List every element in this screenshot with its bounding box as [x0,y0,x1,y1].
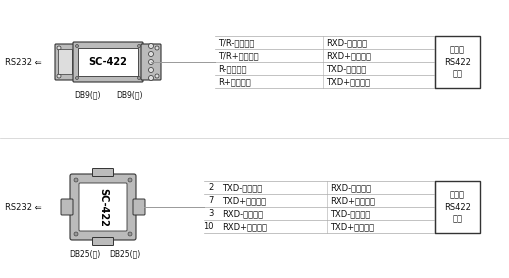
Circle shape [137,44,140,48]
Text: 10: 10 [203,222,214,231]
Text: RXD+（接收）: RXD+（接收） [329,196,374,205]
FancyBboxPatch shape [70,174,136,240]
Text: 设备的
RS422
接口: 设备的 RS422 接口 [443,191,470,223]
Text: T/R-（发送）: T/R-（发送） [217,38,254,47]
Circle shape [155,74,159,78]
Circle shape [74,232,78,236]
Text: R+（接收）: R+（接收） [217,77,250,86]
Text: 3: 3 [208,209,214,218]
FancyBboxPatch shape [78,48,138,76]
FancyBboxPatch shape [73,42,143,82]
Circle shape [148,43,153,48]
Text: TXD+（发送）: TXD+（发送） [329,222,374,231]
Circle shape [137,76,140,80]
FancyBboxPatch shape [92,237,114,245]
Text: T/R+（发送）: T/R+（发送） [217,51,258,60]
Circle shape [155,46,159,50]
FancyBboxPatch shape [133,199,145,215]
Text: RXD-（接收）: RXD-（接收） [329,183,371,192]
Circle shape [57,46,61,50]
Circle shape [148,59,153,64]
Text: RXD-（接收）: RXD-（接收） [325,38,366,47]
Text: RS232 ⇐: RS232 ⇐ [5,58,42,66]
Text: R-（接收）: R-（接收） [217,64,246,73]
Text: RXD+（接收）: RXD+（接收） [325,51,370,60]
FancyBboxPatch shape [59,49,72,75]
Text: DB25(针): DB25(针) [109,249,140,258]
Bar [434,36,479,88]
Text: 设备的
RS422
接口: 设备的 RS422 接口 [443,46,470,78]
Circle shape [128,178,132,182]
Text: 2: 2 [208,183,214,192]
Circle shape [148,76,153,81]
Text: 7: 7 [208,196,214,205]
Text: DB25(孔): DB25(孔) [69,249,100,258]
Text: TXD-（发送）: TXD-（发送） [325,64,365,73]
Text: TXD+（发送）: TXD+（发送） [221,196,266,205]
Circle shape [128,232,132,236]
FancyBboxPatch shape [92,168,114,177]
Text: SC-422: SC-422 [98,188,108,227]
Text: RXD+（接收）: RXD+（接收） [221,222,267,231]
Text: RS232 ⇐: RS232 ⇐ [5,202,42,212]
Circle shape [57,74,61,78]
Text: SC-422: SC-422 [89,57,127,67]
FancyBboxPatch shape [61,199,73,215]
Text: TXD+（发送）: TXD+（发送） [325,77,370,86]
Text: DB9(针): DB9(针) [117,90,143,99]
Text: TXD-（发送）: TXD-（发送） [221,183,262,192]
FancyBboxPatch shape [55,44,75,80]
Circle shape [148,51,153,56]
Circle shape [75,44,78,48]
Text: RXD-（接收）: RXD-（接收） [221,209,263,218]
Bar [434,181,479,233]
Circle shape [148,68,153,73]
Text: DB9(孔): DB9(孔) [75,90,101,99]
FancyBboxPatch shape [79,183,127,231]
Text: TXD-（发送）: TXD-（发送） [329,209,370,218]
Circle shape [75,76,78,80]
Circle shape [74,178,78,182]
FancyBboxPatch shape [140,44,161,80]
